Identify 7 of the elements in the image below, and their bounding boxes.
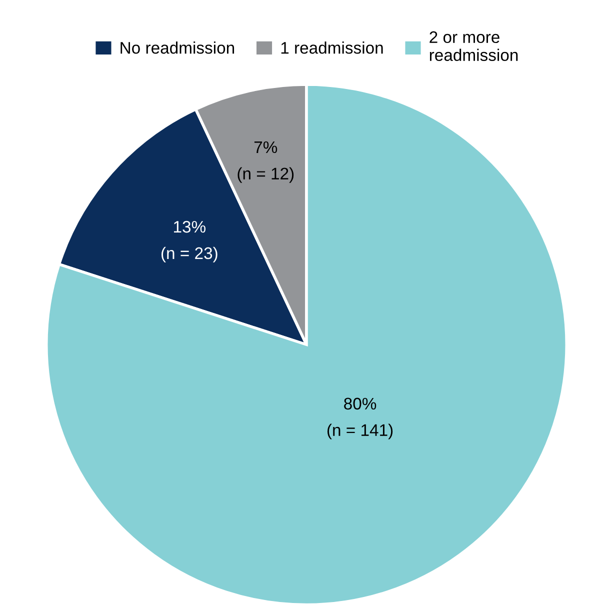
legend-label: 2 or more readmission xyxy=(430,31,518,62)
data-label: 7% (n = 12) xyxy=(238,141,294,183)
data-label: 13% (n = 23) xyxy=(162,220,218,262)
pie-slice xyxy=(44,83,568,606)
legend-label: No readmission xyxy=(120,42,234,54)
legend-label: 1 readmission xyxy=(281,42,383,54)
data-label: 80% (n = 141) xyxy=(327,398,393,440)
